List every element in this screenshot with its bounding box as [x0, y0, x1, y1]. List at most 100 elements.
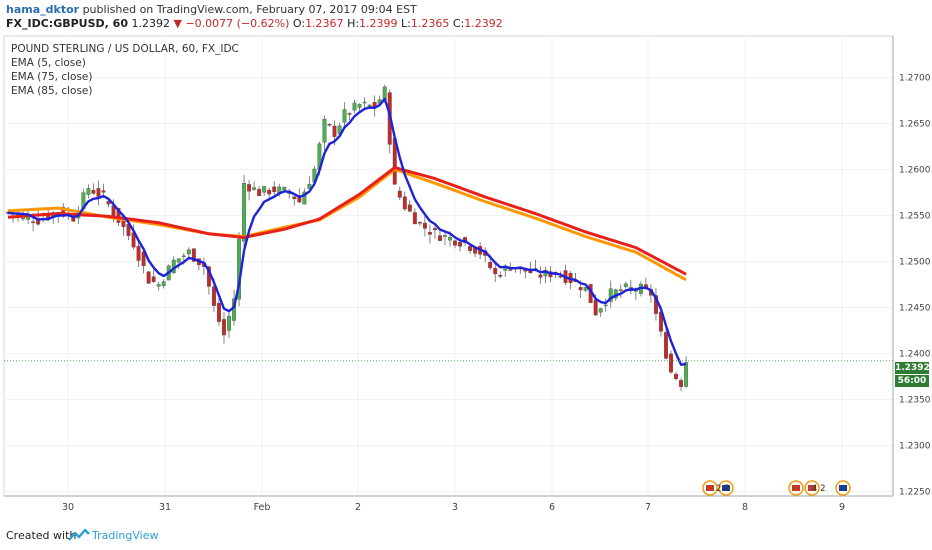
candle-body — [116, 207, 121, 223]
candle-body — [603, 304, 608, 307]
date-tick: 6 — [549, 502, 555, 513]
ema5-line — [7, 97, 687, 366]
chart-header: hama_dktor published on TradingView.com,… — [0, 0, 932, 34]
candle-body — [257, 188, 262, 196]
candle-body — [267, 189, 272, 195]
legend-ema5[interactable]: EMA (5, close) — [11, 57, 86, 69]
candle-body — [422, 222, 427, 229]
candle-body — [593, 299, 598, 316]
us-flag-icon-fill — [808, 485, 816, 491]
candle-body — [151, 276, 156, 282]
tradingview-link[interactable]: TradingView — [92, 529, 159, 542]
high-label: H: — [347, 17, 360, 30]
candle-body — [448, 237, 452, 241]
candle-body — [498, 275, 503, 277]
candle-body — [402, 196, 407, 210]
price-tick: 1.2350 — [899, 395, 931, 405]
candle-body — [121, 220, 126, 227]
candle-body — [106, 201, 111, 205]
candle-body — [362, 101, 367, 104]
candle-body — [684, 362, 689, 387]
candle-body — [508, 269, 513, 271]
legend-ema85[interactable]: EMA (85, close) — [11, 85, 93, 97]
ema85-line — [7, 166, 687, 276]
down-arrow-icon: ▼ — [173, 17, 182, 30]
footer: Created with TradingView — [0, 520, 932, 550]
date-tick: 9 — [839, 502, 845, 513]
date-tick: Feb — [254, 502, 271, 513]
candle-body — [679, 380, 684, 387]
candle-body — [427, 232, 432, 235]
ohlc-line: FX_IDC:GBPUSD, 60 1.2392 ▼ −0.0077 (−0.6… — [6, 17, 503, 30]
open-label: O: — [292, 17, 306, 30]
candle-body — [262, 186, 267, 193]
event-count-b: 4 2 — [812, 484, 826, 494]
candle-body — [412, 212, 417, 225]
candle-body — [347, 113, 352, 115]
candle-body — [272, 186, 277, 192]
candle-body — [327, 124, 332, 126]
candle-body — [136, 245, 141, 261]
candle-body — [156, 284, 161, 287]
candle-body — [31, 221, 36, 223]
low-label: L: — [401, 17, 411, 30]
author-link[interactable]: hama_dktor — [6, 3, 80, 16]
candle-body — [438, 235, 442, 241]
price-chart[interactable]: 1.2700 1.2650 1.2600 1.2550 1.2500 1.2450 1.24… — [0, 34, 932, 518]
event-count-a: 2 2 — [716, 484, 730, 494]
chart-area[interactable]: 1.2700 1.2650 1.2600 1.2550 1.2500 1.2450 1.24… — [0, 34, 932, 518]
symbol-label[interactable]: FX_IDC:GBPUSD, 60 — [6, 17, 128, 30]
price-tick: 1.2300 — [899, 441, 931, 451]
tradingview-logo-icon[interactable] — [68, 528, 90, 542]
candle-body — [217, 302, 221, 322]
candle-body — [623, 283, 628, 288]
candle-body — [101, 190, 106, 193]
candle-body — [176, 258, 181, 263]
candle-body — [332, 125, 337, 137]
created-with-text: Created with — [6, 529, 77, 542]
candle-body — [342, 109, 347, 123]
date-tick: 30 — [62, 502, 74, 513]
date-tick: 31 — [159, 502, 171, 513]
last-price: 1.2392 — [131, 17, 170, 30]
candle-body — [417, 221, 422, 224]
candle-body — [186, 249, 191, 255]
price-tick: 1.2400 — [899, 349, 931, 359]
candle-body — [227, 315, 231, 331]
price-tick: 1.2250 — [899, 487, 931, 497]
candle-body — [493, 267, 498, 275]
candle-body — [407, 204, 412, 212]
high-value: 1.2399 — [359, 17, 398, 30]
close-label: C: — [452, 17, 465, 30]
candle-body — [211, 286, 216, 306]
price-tick: 1.2650 — [899, 119, 931, 129]
candle-body — [322, 118, 327, 143]
date-tick: 3 — [452, 502, 458, 513]
candle-body — [453, 240, 457, 246]
candle-body — [352, 102, 357, 111]
candle-body — [146, 271, 151, 284]
candle-body — [247, 184, 252, 192]
candle-body — [598, 308, 603, 313]
legend-ema75[interactable]: EMA (75, close) — [11, 71, 93, 83]
candle-body — [242, 182, 247, 242]
price-tick: 1.2600 — [899, 165, 931, 175]
countdown-tag: 56:00 — [895, 375, 929, 387]
candle-body — [664, 332, 668, 359]
date-tick: 7 — [645, 502, 651, 513]
candle-body — [488, 261, 493, 269]
publish-text: published on TradingView.com, February 0… — [79, 3, 417, 16]
plot-frame — [3, 35, 894, 497]
publish-line: hama_dktor published on TradingView.com,… — [6, 3, 417, 16]
candle-body — [292, 196, 297, 200]
candle-body — [538, 274, 543, 278]
chart-title: POUND STERLING / US DOLLAR, 60, FX_IDC — [11, 43, 239, 55]
candle-body — [91, 190, 96, 194]
candle-body — [669, 353, 673, 373]
uk-flag-icon-fill — [839, 485, 847, 491]
candle-body — [432, 228, 437, 231]
price-tick: 1.2500 — [899, 257, 931, 267]
date-tick: 2 — [355, 502, 361, 513]
candle-body — [674, 373, 678, 380]
candle-body — [618, 289, 623, 291]
